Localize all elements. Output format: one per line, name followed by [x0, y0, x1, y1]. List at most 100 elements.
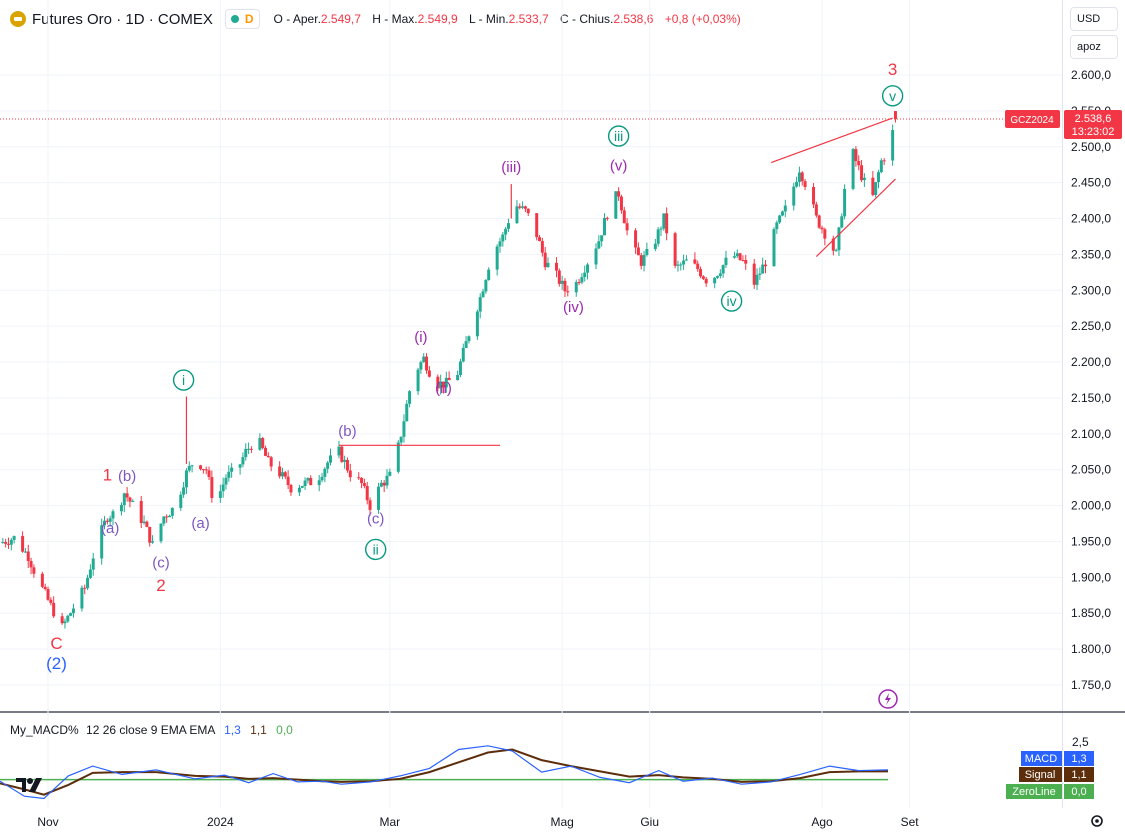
x-tick-label: Nov: [37, 815, 58, 829]
candle-body: [159, 523, 163, 542]
candle-body: [300, 486, 304, 488]
candle-body: [444, 377, 448, 388]
scale-controls: USD apoz: [1070, 7, 1118, 63]
wave-label-circle: [720, 290, 743, 312]
candle-body: [540, 241, 544, 253]
candle-body: [182, 487, 186, 495]
candle-body: [385, 475, 389, 486]
candle-body: [574, 282, 578, 293]
candle-body: [546, 262, 550, 268]
candle-body: [679, 264, 683, 266]
wave-label: v: [889, 88, 896, 104]
macd-legend: My_MACD% 12 26 close 9 EMA EMA 1,3 1,1 0…: [10, 723, 293, 737]
candle-body: [425, 356, 429, 371]
candle-body: [854, 149, 858, 162]
adjust-button[interactable]: apoz: [1070, 35, 1118, 59]
candle-body: [495, 246, 499, 270]
wave-label: i: [182, 372, 185, 388]
candle-body: [309, 478, 313, 486]
candle-body: [645, 249, 649, 256]
macd-legend-params: 12 26 close 9 EMA EMA: [86, 723, 215, 737]
wave-label: (b): [118, 468, 136, 485]
candle-body: [817, 215, 821, 228]
candle-body: [46, 589, 50, 600]
candle-body: [456, 375, 460, 381]
candle-body: [66, 615, 70, 622]
y-tick-label: 1.850,0: [1071, 606, 1111, 620]
wave-label: (a): [191, 515, 209, 532]
candle-body: [478, 297, 482, 312]
wave-label: (iii): [501, 159, 521, 176]
candle-body: [362, 483, 366, 486]
candle-body: [204, 469, 208, 471]
candle-body: [6, 543, 10, 545]
candle-body: [258, 438, 262, 450]
candle-body: [586, 264, 590, 273]
wedge-upper-line[interactable]: [770, 117, 893, 164]
candle-body: [738, 253, 742, 260]
macd-legend-name: My_MACD%: [10, 723, 79, 737]
candle-body: [461, 347, 465, 362]
candle-body: [605, 217, 609, 219]
candle-body: [29, 560, 33, 568]
candle-body: [622, 210, 626, 224]
candle-body: [365, 485, 369, 501]
candle-body: [772, 229, 776, 267]
market-status-pill[interactable]: D: [224, 9, 260, 29]
y-tick-label: 2.350,0: [1071, 247, 1111, 261]
candle-body: [800, 172, 804, 182]
lightning-alert-icon[interactable]: [878, 689, 898, 709]
candle-body: [659, 228, 663, 230]
x-tick-label: Mar: [379, 815, 400, 829]
candle-body: [600, 235, 604, 242]
candle-body: [812, 187, 816, 205]
candle-body: [238, 464, 242, 468]
candle-body: [834, 250, 838, 252]
candle-body: [125, 493, 129, 498]
candle-body: [151, 541, 155, 543]
candle-body: [419, 362, 423, 370]
svg-text:My_MACD% 12 26 close 9: My_MACD% 12 26 close 9 EMA EMA 1,3 1,1 0…: [10, 723, 293, 737]
candle-body: [487, 269, 491, 281]
instrument-title[interactable]: Futures Oro · 1D · COMEX: [32, 10, 213, 28]
ohlc-readout: O - Aper.2.549,7 H - Max.2.549,9 L - Min…: [274, 12, 749, 26]
candle-body: [139, 501, 143, 524]
candle-body: [88, 569, 92, 578]
candle-body: [614, 191, 618, 219]
candle-body: [317, 480, 321, 486]
candle-body: [52, 602, 56, 617]
macd-legend-v3: 0,0: [276, 723, 293, 737]
tradingview-logo-icon[interactable]: [16, 778, 42, 792]
wave-label: (i): [414, 329, 427, 346]
zero-tag-value: 0,0: [1071, 786, 1086, 798]
wedge-lower-line[interactable]: [815, 178, 896, 257]
candle-body: [741, 259, 745, 261]
settings-gear-icon[interactable]: [1091, 815, 1103, 827]
candle-body: [32, 567, 36, 574]
wave-label: ii: [373, 541, 379, 557]
candle-body: [458, 361, 462, 376]
wave-label: (v): [610, 157, 628, 174]
candle-body: [86, 577, 90, 589]
candle-body: [755, 274, 759, 285]
wave-label: C: [50, 634, 62, 653]
candle-body: [402, 421, 406, 437]
candle-body: [704, 278, 708, 284]
chart-header: Futures Oro · 1D · COMEX D O - Aper.2.54…: [10, 9, 749, 29]
candle-body: [399, 436, 403, 443]
candle-body: [187, 466, 191, 471]
candle-body: [795, 181, 799, 187]
candle-body: [249, 448, 253, 450]
candle-body: [860, 165, 864, 181]
currency-button[interactable]: USD: [1070, 7, 1118, 31]
candle-body: [653, 243, 657, 250]
candle-body: [543, 252, 547, 268]
candle-body: [122, 493, 126, 506]
candle-body: [792, 186, 796, 206]
candle-body: [764, 264, 768, 267]
change-value: +0,8 (+0,03%): [664, 12, 741, 26]
candle-body: [278, 466, 282, 477]
wave-label-circle: [881, 85, 904, 107]
candle-body: [396, 442, 400, 472]
